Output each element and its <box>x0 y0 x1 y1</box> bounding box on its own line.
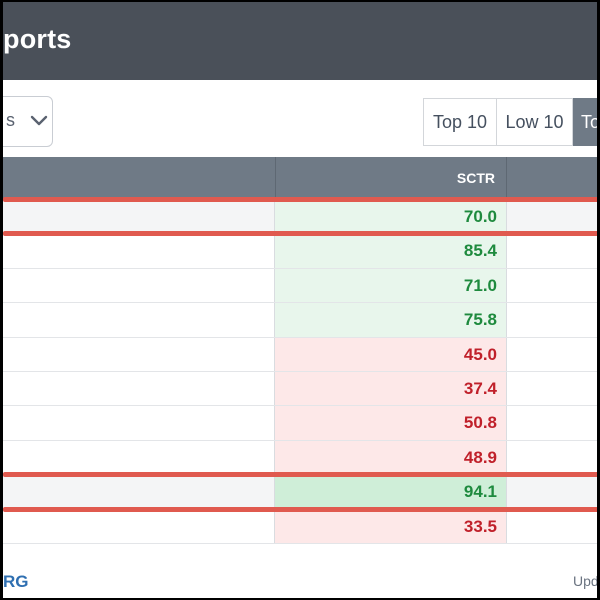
sctr-value: 70.0 <box>275 200 507 234</box>
row-extra-cell <box>507 269 597 302</box>
row-name-cell <box>3 200 275 234</box>
footer-updated-text: Upd <box>573 573 599 589</box>
top-button-active[interactable]: To <box>573 98 597 146</box>
table-row[interactable]: 94.1 <box>3 475 597 510</box>
row-name-cell <box>3 440 275 475</box>
page-title: ports <box>3 24 72 54</box>
table-row[interactable]: 33.5 <box>3 509 597 544</box>
column-header-sctr[interactable]: SCTR <box>275 157 507 200</box>
chevron-down-icon <box>30 115 48 126</box>
highlight-line-top <box>3 197 597 202</box>
footer-logo-text[interactable]: RG <box>3 572 29 591</box>
sctr-value: 48.9 <box>275 440 507 475</box>
sctr-value: 71.0 <box>275 268 507 303</box>
filter-dropdown[interactable]: s <box>3 96 53 147</box>
row-extra-cell <box>507 372 597 405</box>
sctr-value: 37.4 <box>275 371 507 406</box>
row-name-cell <box>3 406 275 440</box>
sctr-value: 85.4 <box>275 234 507 268</box>
table-row[interactable]: 37.4 <box>3 371 597 407</box>
low-10-button[interactable]: Low 10 <box>497 98 573 146</box>
table-row[interactable]: 70.0 <box>3 200 597 235</box>
sctr-value: 33.5 <box>275 509 507 543</box>
range-button-group: Top 10 Low 10 To <box>423 98 597 146</box>
table-row[interactable]: 45.0 <box>3 337 597 372</box>
highlight-line-top <box>3 472 597 478</box>
row-extra-cell <box>507 338 597 371</box>
highlight-line-bottom <box>3 231 597 237</box>
row-extra-cell <box>507 200 597 234</box>
row-name-cell <box>3 475 275 509</box>
row-extra-cell <box>507 475 597 509</box>
row-extra-cell <box>507 303 597 336</box>
highlight-line-bottom <box>3 506 597 512</box>
sctr-value: 75.8 <box>275 303 507 337</box>
sctr-value: 45.0 <box>275 337 507 371</box>
row-name-cell <box>3 268 275 303</box>
row-name-cell <box>3 509 275 543</box>
table-row[interactable]: 71.0 <box>3 268 597 304</box>
filter-dropdown-value: s <box>6 110 15 130</box>
table-body: 70.0 85.4 71.0 75.8 45.0 37.4 50.8 48.9 94.1 33.5 <box>3 200 597 544</box>
row-extra-cell <box>507 510 597 543</box>
row-extra-cell <box>507 441 597 474</box>
row-name-cell <box>3 303 275 337</box>
page-header: ports <box>3 2 597 80</box>
row-name-cell <box>3 234 275 268</box>
row-extra-cell <box>507 234 597 267</box>
sctr-value: 50.8 <box>275 406 507 440</box>
row-extra-cell <box>507 406 597 439</box>
table-row[interactable]: 85.4 <box>3 234 597 269</box>
table-row[interactable]: 75.8 <box>3 303 597 338</box>
table-row[interactable]: 48.9 <box>3 440 597 476</box>
table-header: SCTR <box>3 157 597 200</box>
row-name-cell <box>3 371 275 406</box>
table-row[interactable]: 50.8 <box>3 406 597 441</box>
row-name-cell <box>3 337 275 371</box>
sctr-value: 94.1 <box>275 475 507 509</box>
top-10-button[interactable]: Top 10 <box>423 98 497 146</box>
